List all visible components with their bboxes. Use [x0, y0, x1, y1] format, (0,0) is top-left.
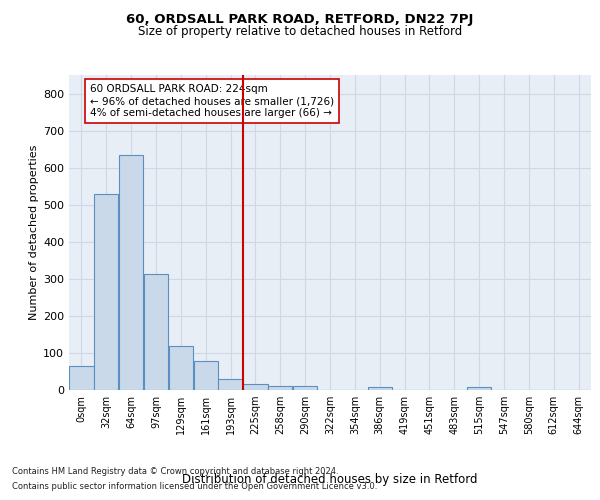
Bar — [194, 362, 218, 390]
Text: Contains public sector information licensed under the Open Government Licence v3: Contains public sector information licen… — [12, 482, 377, 491]
Y-axis label: Number of detached properties: Number of detached properties — [29, 145, 39, 320]
Bar — [268, 386, 292, 390]
Bar — [467, 388, 491, 390]
Text: 60, ORDSALL PARK ROAD, RETFORD, DN22 7PJ: 60, ORDSALL PARK ROAD, RETFORD, DN22 7PJ — [127, 12, 473, 26]
Text: Contains HM Land Registry data © Crown copyright and database right 2024.: Contains HM Land Registry data © Crown c… — [12, 467, 338, 476]
Bar — [94, 194, 118, 390]
Bar — [169, 346, 193, 390]
Text: 60 ORDSALL PARK ROAD: 224sqm
← 96% of detached houses are smaller (1,726)
4% of : 60 ORDSALL PARK ROAD: 224sqm ← 96% of de… — [90, 84, 334, 117]
Bar — [243, 384, 268, 390]
Bar — [119, 154, 143, 390]
Bar — [293, 386, 317, 390]
X-axis label: Distribution of detached houses by size in Retford: Distribution of detached houses by size … — [182, 473, 478, 486]
Bar — [144, 274, 168, 390]
Bar — [69, 366, 94, 390]
Bar — [368, 386, 392, 390]
Bar — [218, 379, 243, 390]
Text: Size of property relative to detached houses in Retford: Size of property relative to detached ho… — [138, 25, 462, 38]
